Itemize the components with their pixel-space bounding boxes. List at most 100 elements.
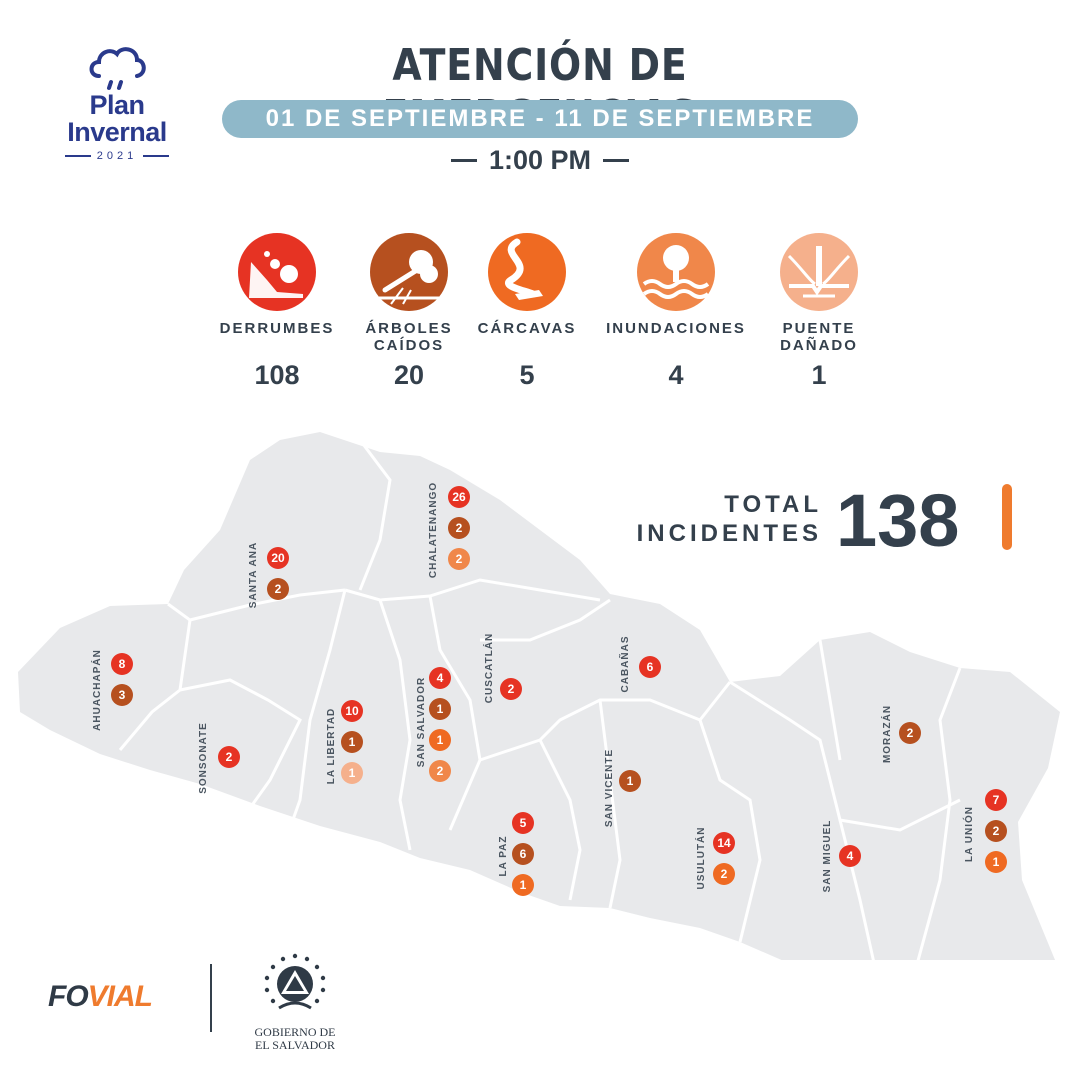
incident-marker-value: 6 [520, 847, 527, 861]
incident-marker: 2 [500, 678, 522, 700]
flood-icon [636, 232, 716, 312]
total-value: 138 [836, 478, 959, 564]
incident-marker-value: 1 [349, 735, 356, 749]
incident-marker-value: 3 [119, 688, 126, 702]
incident-marker-value: 1 [993, 855, 1000, 869]
incident-marker: 4 [839, 845, 861, 867]
incident-marker: 1 [429, 729, 451, 751]
total-label: TOTAL INCIDENTES [612, 490, 822, 548]
incident-marker: 2 [218, 746, 240, 768]
markers-la-paz: 5 6 1 [512, 812, 534, 896]
department-label-cabanas: CABAÑAS [618, 636, 631, 693]
incident-marker-value: 2 [508, 682, 515, 696]
markers-la-libertad: 10 1 1 [341, 700, 363, 784]
logo-invernal-text: Invernal [52, 119, 182, 146]
fovial-logo: FOVIAL [48, 980, 152, 1014]
category-count: 1 [744, 360, 894, 391]
incident-marker-value: 20 [271, 551, 285, 565]
incident-marker: 5 [512, 812, 534, 834]
department-label-san-vicente: SAN VICENTE [604, 749, 615, 827]
incident-marker-value: 2 [456, 552, 463, 566]
incident-marker: 2 [899, 722, 921, 744]
incident-marker-value: 2 [907, 726, 914, 740]
department-label-la-libertad: LA LIBERTAD [326, 708, 337, 785]
markers-chalatenango: 26 2 2 [448, 486, 470, 570]
incident-marker: 7 [985, 789, 1007, 811]
incident-marker: 2 [448, 548, 470, 570]
category-label: CÁRCAVAS [452, 320, 602, 354]
department-label-la-union: LA UNIÓN [962, 806, 975, 862]
department-label-san-miguel: SAN MIGUEL [822, 820, 833, 893]
category-label: PUENTE DAÑADO [744, 320, 894, 354]
report-time-text: 1:00 PM [489, 145, 591, 176]
rain-cloud-icon [85, 42, 149, 92]
category-carcavas: CÁRCAVAS 5 [452, 232, 602, 391]
incident-marker-value: 2 [275, 582, 282, 596]
incident-marker: 2 [429, 760, 451, 782]
incident-marker: 26 [448, 486, 470, 508]
incident-marker-value: 1 [520, 878, 527, 892]
category-label: DERRUMBES [202, 320, 352, 354]
incident-marker-value: 2 [993, 824, 1000, 838]
incident-marker-value: 2 [456, 521, 463, 535]
category-count: 108 [202, 360, 352, 391]
department-label-usulutan: USULUTÁN [694, 827, 707, 890]
incident-marker: 8 [111, 653, 133, 675]
incident-marker: 1 [619, 770, 641, 792]
incident-marker: 2 [713, 863, 735, 885]
category-inundaciones: INUNDACIONES 4 [601, 232, 751, 391]
markers-san-vicente: 1 [619, 770, 641, 792]
incident-marker-value: 14 [717, 836, 731, 850]
gobierno-text: GOBIERNO DE EL SALVADOR [245, 1026, 345, 1052]
logo-year: 2021 [52, 150, 182, 162]
department-label-ahuachapan: AHUACHAPÁN [90, 649, 103, 731]
fovial-logo-fo: FO [48, 980, 88, 1013]
incident-marker-value: 26 [452, 490, 466, 504]
incident-marker: 4 [429, 667, 451, 689]
incident-marker: 20 [267, 547, 289, 569]
incident-marker-value: 4 [437, 671, 444, 685]
incident-marker: 3 [111, 684, 133, 706]
fovial-logo-vial: VIAL [88, 980, 152, 1013]
incident-marker-value: 1 [627, 774, 634, 788]
department-label-cuscatlan: CUSCATLÁN [482, 633, 495, 703]
incident-marker-value: 2 [226, 750, 233, 764]
incident-marker: 10 [341, 700, 363, 722]
markers-sonsonate: 2 [218, 746, 240, 768]
incident-marker: 6 [639, 656, 661, 678]
gully-icon [487, 232, 567, 312]
markers-la-union: 7 2 1 [985, 789, 1007, 873]
incident-marker-value: 8 [119, 657, 126, 671]
department-label-morazan: MORAZÁN [880, 705, 893, 763]
department-label-sonsonate: SONSONATE [198, 722, 209, 794]
plan-invernal-logo: Plan Invernal 2021 [52, 42, 182, 162]
incident-marker-value: 2 [437, 764, 444, 778]
incident-marker: 2 [985, 820, 1007, 842]
incident-marker-value: 6 [647, 660, 654, 674]
department-label-san-salvador: SAN SALVADOR [416, 677, 427, 768]
date-range-pill: 01 DE SEPTIEMBRE - 11 DE SEPTIEMBRE [222, 100, 858, 138]
category-label: INUNDACIONES [601, 320, 751, 354]
department-label-chalatenango: CHALATENANGO [428, 482, 439, 578]
markers-cabanas: 6 [639, 656, 661, 678]
category-count: 5 [452, 360, 602, 391]
damaged-bridge-icon [779, 232, 859, 312]
markers-morazan: 2 [899, 722, 921, 744]
incident-marker: 1 [985, 851, 1007, 873]
incident-marker: 1 [429, 698, 451, 720]
incident-marker: 14 [713, 832, 735, 854]
incident-marker: 2 [448, 517, 470, 539]
landslide-icon [237, 232, 317, 312]
incident-marker: 6 [512, 843, 534, 865]
report-time: 1:00 PM [390, 145, 690, 176]
incident-marker-value: 1 [437, 733, 444, 747]
incident-marker-value: 1 [349, 766, 356, 780]
fallen-tree-icon [369, 232, 449, 312]
markers-cuscatlan: 2 [500, 678, 522, 700]
department-label-la-paz: LA PAZ [498, 836, 509, 877]
incident-marker-value: 2 [721, 867, 728, 881]
incident-marker-value: 5 [520, 816, 527, 830]
incident-marker: 2 [267, 578, 289, 600]
department-label-santa-ana: SANTA ANA [248, 542, 259, 608]
markers-san-miguel: 4 [839, 845, 861, 867]
